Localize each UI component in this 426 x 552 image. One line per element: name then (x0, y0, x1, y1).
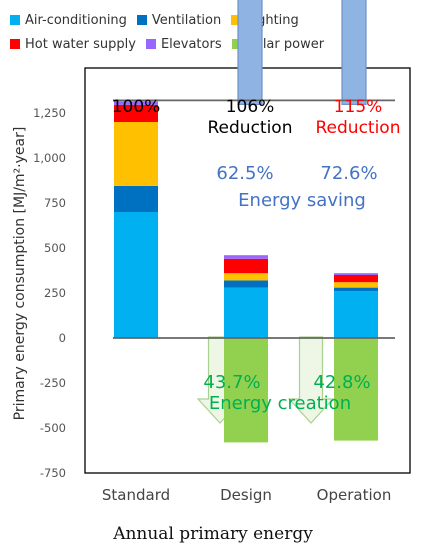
y-tick-label: 750 (44, 196, 66, 210)
x-tick-label: Design (220, 486, 272, 504)
y-tick-label: 1,250 (33, 106, 66, 120)
percent-annotation: 100% (112, 97, 161, 117)
legend-label: Hot water supply (25, 36, 136, 52)
legend-item-hot-water-supply: Hot water supply (10, 37, 136, 52)
y-axis-label: Primary energy consumption [MJ/m²·year] (12, 127, 28, 421)
bar-ventilation (224, 280, 268, 288)
legend-swatch (10, 39, 20, 49)
legend-item-air-conditioning: Air-conditioning (10, 13, 127, 28)
bar-elevators (114, 101, 158, 105)
bar-hot-water-supply (334, 275, 378, 283)
saving-arrow (341, 0, 367, 106)
y-tick-label: 500 (44, 241, 66, 255)
y-tick-label: 1,000 (33, 151, 66, 165)
legend-item-solar-power: Solar power (231, 36, 325, 52)
saving-label: Energy saving (238, 190, 366, 211)
bar-lighting (334, 282, 378, 288)
legend-label: Solar power (246, 36, 325, 52)
legend-label: Elevators (160, 36, 222, 52)
bar-solar-power (224, 338, 268, 443)
bar-air-conditioning (114, 212, 158, 338)
saving-percent: 72.6% (320, 163, 377, 184)
y-tick-label: -500 (40, 421, 66, 435)
legend-swatch (10, 15, 20, 25)
bar-lighting (114, 122, 158, 186)
x-tick-label: Standard (102, 486, 170, 504)
caption: Annual primary energy (113, 524, 313, 544)
percent-annotation: 115% (334, 97, 383, 117)
bar-elevators (334, 273, 378, 275)
legend-swatch (231, 39, 242, 49)
percent-annotation: 106% (226, 97, 275, 117)
bar-elevators (224, 255, 268, 259)
bar-air-conditioning (334, 291, 378, 338)
chart: -750 -500 -250 0 250 500 750 1,000 1,250 100% 106… (12, 0, 411, 504)
percent-annotation: Reduction (316, 118, 401, 138)
bars (114, 101, 378, 443)
creation-percent: 43.7% (203, 372, 260, 393)
y-ticks: -750 -500 -250 0 250 500 750 1,000 1,250 (33, 106, 66, 480)
legend-label: Air-conditioning (25, 12, 127, 28)
y-tick-label: 0 (59, 331, 66, 345)
x-ticks: Standard Design Operation (102, 486, 391, 504)
reference-lines (113, 99, 395, 339)
bar-ventilation (334, 287, 378, 292)
legend-row: Hot water supply Elevators Solar power (10, 32, 420, 56)
legend-label: Ventilation (151, 12, 222, 28)
legend-swatch (136, 15, 147, 25)
legend-item-elevators: Elevators (145, 36, 222, 52)
y-tick-label: -750 (40, 466, 66, 480)
legend-swatch (231, 15, 242, 25)
legend-item-ventilation: Ventilation (136, 12, 222, 28)
creation-label: Energy creation (209, 393, 351, 414)
legend-swatch (145, 39, 156, 49)
bar-solar-power (334, 338, 378, 441)
x-tick-label: Operation (317, 486, 392, 504)
percent-annotation: Reduction (208, 118, 293, 138)
y-tick-label: -250 (40, 376, 66, 390)
y-tick-label: 250 (44, 286, 66, 300)
bar-hot-water-supply (224, 258, 268, 274)
creation-arrow (287, 336, 335, 424)
bar-lighting (224, 273, 268, 281)
saving-percent: 62.5% (216, 163, 273, 184)
creation-percent: 42.8% (313, 372, 370, 393)
bar-ventilation (114, 185, 158, 212)
saving-arrow (237, 0, 263, 106)
bar-air-conditioning (224, 287, 268, 338)
bar-hot-water-supply (114, 104, 158, 122)
